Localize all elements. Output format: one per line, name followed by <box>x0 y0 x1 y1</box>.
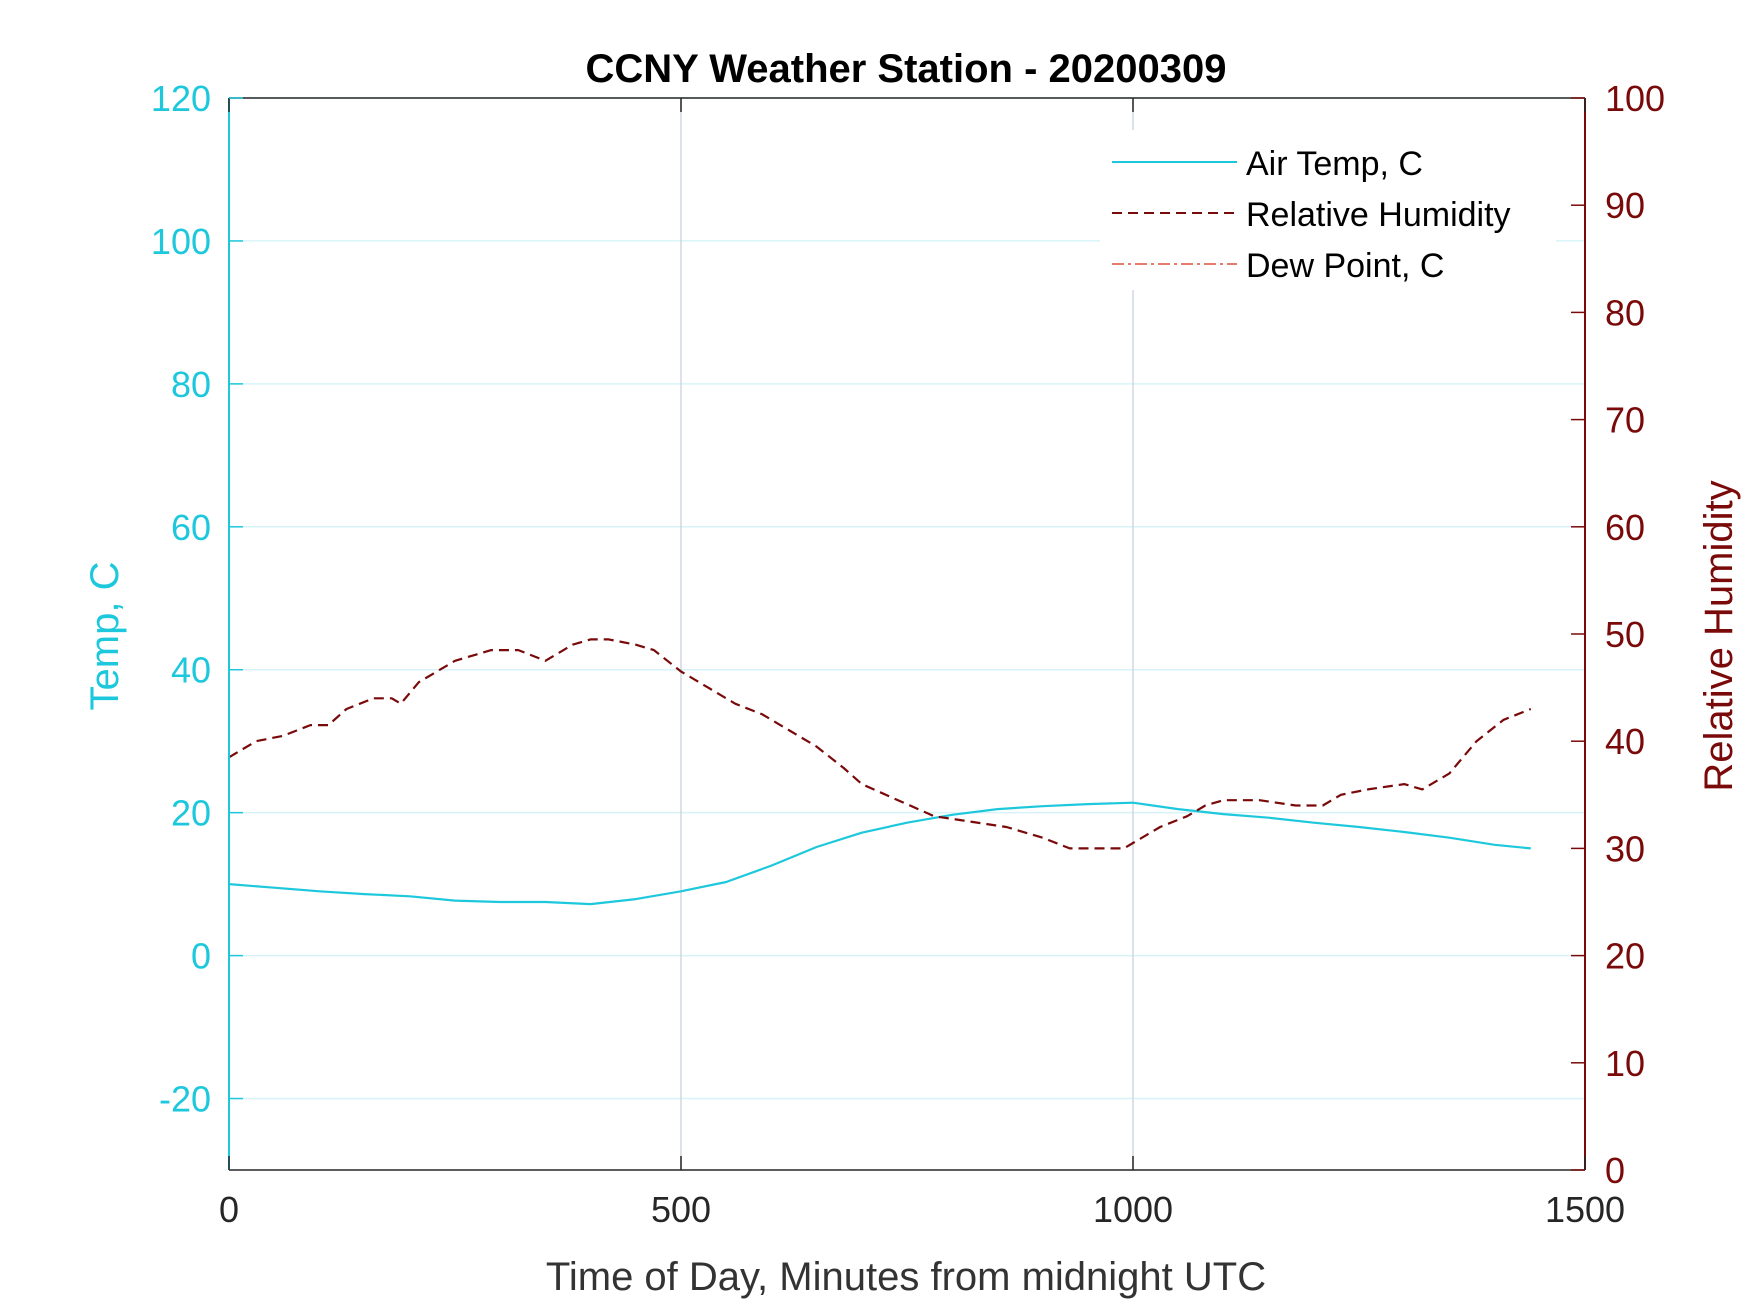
y-right-tick-label: 90 <box>1605 185 1645 226</box>
y-left-tick-label: 0 <box>191 936 211 977</box>
y-right-tick-label: 80 <box>1605 292 1645 333</box>
y-left-tick-label: 40 <box>171 650 211 691</box>
y-left-tick-label: 100 <box>151 221 211 262</box>
y-right-tick-label: 10 <box>1605 1043 1645 1084</box>
y-right-tick-label: 0 <box>1605 1150 1625 1191</box>
x-tick-label: 1500 <box>1545 1189 1625 1230</box>
y-right-tick-label: 60 <box>1605 507 1645 548</box>
series-line-0 <box>228 801 1531 906</box>
y-left-tick-label: 120 <box>151 78 211 119</box>
y-left-tick-label: 20 <box>171 793 211 834</box>
chart-title: CCNY Weather Station - 20200309 <box>586 47 1227 91</box>
y-right-tick-label: 30 <box>1605 828 1645 869</box>
ticks: 0 500 1000 1500 -20 0 20 40 60 80 100 120 0 10 20 30 40 5… <box>151 78 1665 1230</box>
y-right-axis-label: Relative Humidity <box>1697 480 1741 791</box>
series-line-1 <box>228 638 1532 850</box>
y-right-tick-label: 70 <box>1605 400 1645 441</box>
y-left-axis-label: Temp, C <box>83 562 127 711</box>
x-tick-label: 500 <box>651 1189 711 1230</box>
y-right-tick-label: 50 <box>1605 614 1645 655</box>
x-tick-label: 0 <box>219 1189 239 1230</box>
y-right-tick-label: 100 <box>1605 78 1665 119</box>
legend: Air Temp, C Relative Humidity Dew Point,… <box>1100 130 1556 290</box>
y-left-tick-label: 80 <box>171 364 211 405</box>
legend-label-air-temp: Air Temp, C <box>1246 145 1423 183</box>
y-left-tick-label: 60 <box>171 507 211 548</box>
y-left-tick-label: -20 <box>159 1079 211 1120</box>
series-layer <box>228 638 1532 906</box>
legend-label-humidity: Relative Humidity <box>1246 196 1511 234</box>
x-axis-label: Time of Day, Minutes from midnight UTC <box>546 1255 1266 1299</box>
y-right-tick-label: 20 <box>1605 936 1645 977</box>
legend-label-dew-point: Dew Point, C <box>1246 247 1444 285</box>
x-tick-label: 1000 <box>1093 1189 1173 1230</box>
y-right-tick-label: 40 <box>1605 721 1645 762</box>
